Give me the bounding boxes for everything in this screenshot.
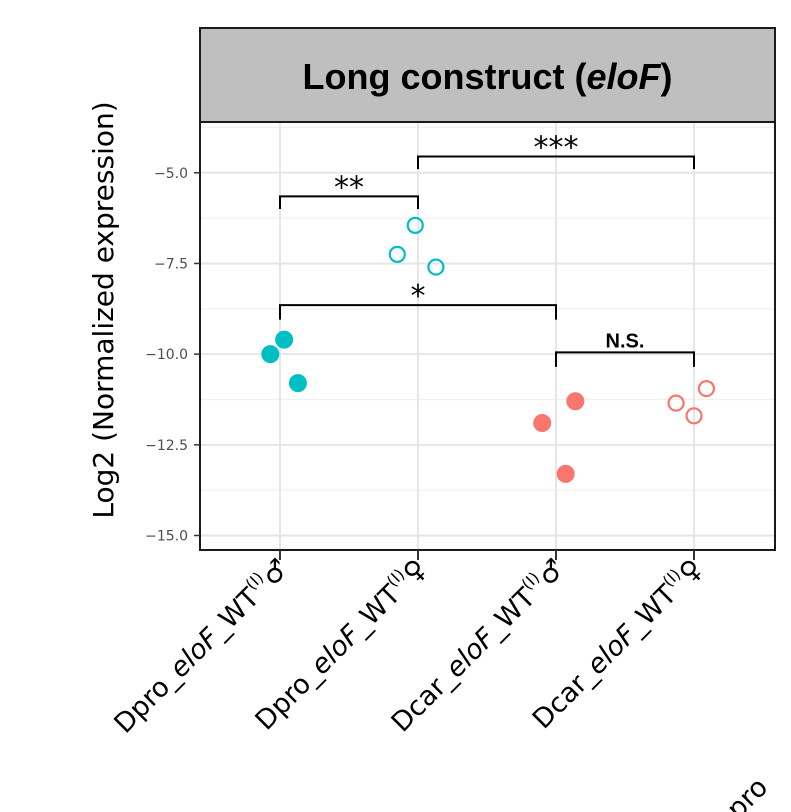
significance-brackets: ******N.S. xyxy=(279,130,695,367)
y-axis-title: Log2 (Normalized expression) xyxy=(87,101,120,518)
significance-bracket xyxy=(417,155,695,170)
data-point-filled xyxy=(533,414,552,433)
y-tick-label: −10.0 xyxy=(145,347,188,363)
significance-label: ** xyxy=(334,170,364,205)
strip-title: Long construct (eloF) xyxy=(303,56,673,97)
significance-label: * xyxy=(411,279,426,314)
data-point-open xyxy=(667,394,685,412)
data-point-open xyxy=(697,379,716,398)
strip-title-end: ) xyxy=(661,56,673,97)
plot-panel xyxy=(199,121,776,551)
y-tick-label: −15.0 xyxy=(145,528,188,544)
data-point-open xyxy=(685,407,703,425)
significance-label: N.S. xyxy=(606,330,645,352)
x-axis: Dpro_eloF_WT(I)♂Dpro_eloF_WT(I)♀Dcar_elo… xyxy=(108,550,709,740)
data-point-open xyxy=(388,245,406,263)
data-point-filled xyxy=(566,392,585,411)
data-point-filled xyxy=(556,464,575,483)
data-point-filled xyxy=(261,345,280,364)
y-tick-label: −12.5 xyxy=(145,438,188,454)
strip-title-main: Long construct ( xyxy=(303,56,587,97)
significance-label: *** xyxy=(534,130,579,165)
significance-bracket xyxy=(279,304,557,320)
y-tick-label: −7.5 xyxy=(154,256,188,272)
gridlines xyxy=(200,122,775,550)
significance-bracket xyxy=(555,351,695,367)
data-point-open xyxy=(406,216,424,234)
data-point-filled xyxy=(275,330,294,349)
strip-title-italic: eloF xyxy=(586,56,661,97)
clipped-category-label: pro xyxy=(721,772,774,812)
data-points xyxy=(261,216,716,483)
strip-header xyxy=(199,27,776,123)
significance-bracket xyxy=(279,195,419,210)
data-point-filled xyxy=(288,374,307,393)
y-tick-label: −5.0 xyxy=(154,166,188,182)
y-axis: −5.0 −7.5 −10.0 −12.5 −15.0 xyxy=(145,166,200,544)
data-point-open xyxy=(427,258,445,276)
